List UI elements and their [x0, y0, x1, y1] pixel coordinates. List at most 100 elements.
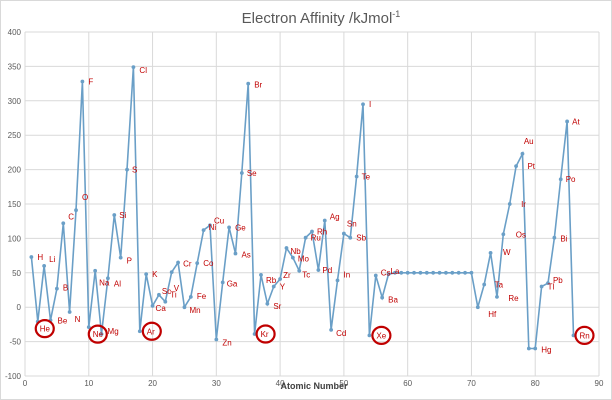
element-label: Br	[254, 81, 262, 90]
element-label: Sn	[347, 220, 357, 229]
data-point	[131, 65, 136, 69]
element-label: Pt	[527, 162, 535, 171]
data-point	[552, 235, 557, 240]
data-point	[80, 79, 85, 84]
noble-gas-circle	[34, 319, 55, 339]
element-label: As	[241, 251, 250, 260]
element-label: S	[132, 166, 137, 175]
data-point	[195, 261, 200, 266]
x-tick-label: 80	[531, 379, 540, 388]
element-label: Ge	[235, 223, 246, 232]
y-tick-label: 50	[12, 269, 21, 278]
element-label: Se	[247, 169, 257, 178]
element-label: Si	[119, 211, 126, 220]
data-point	[112, 213, 117, 217]
data-point	[144, 272, 149, 277]
x-axis-ticks: 0 10 20 30 40 50 60 70 80 90	[23, 379, 604, 388]
element-label: Os	[516, 230, 526, 239]
element-label: F	[88, 78, 93, 87]
data-point	[54, 286, 59, 291]
x-tick-label: 50	[339, 379, 348, 388]
element-label: Ta	[495, 280, 504, 289]
data-point	[118, 255, 123, 260]
element-label: W	[503, 248, 511, 257]
element-label: Pd	[322, 266, 332, 275]
element-label: C	[68, 212, 74, 221]
data-point	[284, 246, 289, 250]
gridlines	[24, 31, 600, 377]
data-point	[86, 325, 91, 330]
data-point	[475, 305, 480, 310]
y-tick-label: -50	[9, 338, 21, 347]
element-label: Ga	[227, 279, 238, 288]
series-layer	[29, 65, 576, 351]
element-label: Ti	[170, 291, 177, 300]
y-tick-label: 200	[8, 166, 22, 175]
data-point	[482, 282, 487, 287]
element-label: Tc	[302, 271, 310, 280]
noble-gas-circle	[371, 325, 392, 346]
data-point	[259, 272, 263, 277]
element-label: Ag	[330, 213, 340, 222]
data-point	[386, 272, 391, 277]
element-label: Te	[362, 172, 371, 181]
element-label: Mn	[189, 306, 200, 315]
data-point	[495, 294, 499, 299]
data-point	[214, 337, 219, 342]
element-label: Bi	[560, 235, 567, 244]
data-point	[546, 281, 550, 286]
element-label: At	[572, 117, 580, 126]
data-point	[278, 277, 283, 281]
element-label: Rb	[266, 276, 277, 285]
data-point	[437, 270, 442, 275]
element-label: Pb	[553, 276, 563, 285]
y-tick-label: 150	[8, 200, 22, 209]
data-point	[431, 270, 436, 275]
data-point	[520, 151, 525, 156]
noble-gas-circle	[574, 325, 595, 346]
data-point	[99, 332, 104, 336]
data-point	[393, 270, 397, 275]
element-label: V	[174, 284, 180, 293]
element-label: Sb	[356, 234, 366, 243]
data-point	[354, 174, 359, 179]
data-point	[220, 280, 225, 285]
data-point	[265, 301, 270, 306]
x-tick-label: 90	[595, 379, 604, 388]
element-label: Co	[203, 259, 214, 268]
data-point	[424, 270, 429, 275]
x-tick-label: 20	[148, 379, 157, 388]
data-point	[341, 231, 346, 236]
data-point	[106, 276, 110, 281]
data-point	[163, 299, 168, 304]
chart-title: Electron Affinity /kJmol-1	[242, 9, 401, 27]
element-label: Li	[49, 255, 55, 264]
data-point	[418, 270, 423, 275]
y-tick-label: -100	[5, 372, 22, 381]
data-point	[450, 270, 455, 275]
data-point	[399, 270, 404, 275]
element-label: Y	[280, 283, 286, 292]
element-label: Ca	[156, 304, 167, 313]
element-label: H	[37, 253, 43, 262]
data-point	[380, 295, 385, 300]
element-label: Rn	[579, 331, 589, 340]
y-tick-label: 350	[8, 62, 22, 71]
element-label: I	[369, 100, 371, 109]
data-point	[74, 208, 78, 213]
element-label: Au	[524, 137, 534, 146]
element-label: Sc	[162, 287, 171, 296]
element-label: Be	[58, 316, 68, 325]
data-point	[233, 251, 238, 256]
element-label: Na	[99, 279, 110, 288]
data-point	[290, 255, 295, 260]
element-label: Fe	[197, 292, 207, 301]
element-label: Cu	[214, 216, 224, 225]
x-tick-label: 70	[467, 379, 476, 388]
data-point	[316, 268, 321, 272]
data-point	[176, 260, 180, 265]
data-point	[501, 232, 506, 237]
element-label: In	[344, 270, 351, 279]
data-point	[526, 346, 531, 351]
